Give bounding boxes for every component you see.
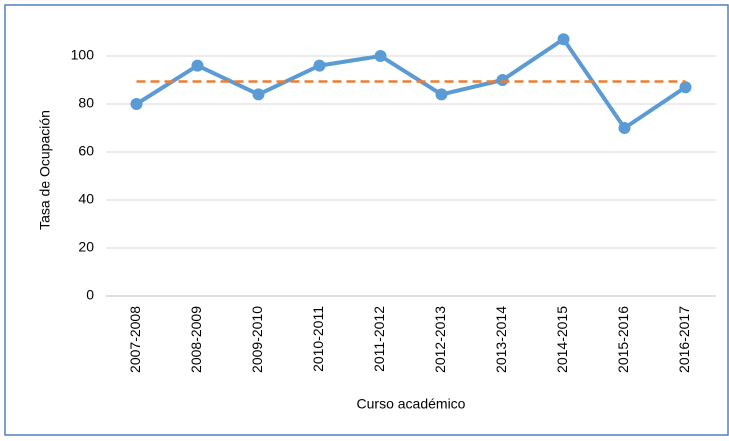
x-tick-label: 2007-2008 [127, 306, 143, 373]
y-tick-label: 40 [78, 191, 94, 207]
x-tick-label: 2009-2010 [249, 306, 265, 373]
data-point [252, 88, 265, 101]
x-tick-label: 2014-2015 [554, 306, 570, 373]
data-point [313, 59, 326, 72]
data-point [496, 74, 509, 86]
x-tick-label: 2008-2009 [188, 306, 204, 373]
x-tick-label: 2010-2011 [310, 306, 326, 372]
x-tick-label: 2012-2013 [432, 306, 448, 373]
x-tick-label: 2015-2016 [615, 306, 631, 373]
data-point [374, 50, 387, 62]
series-line [135, 37, 687, 130]
x-axis-title: Curso académico [357, 396, 466, 412]
data-point [557, 33, 570, 46]
y-tick-label: 20 [78, 239, 94, 255]
data-point [435, 88, 448, 101]
data-point [191, 59, 204, 72]
y-tick-label: 80 [78, 95, 94, 111]
y-tick-label: 0 [86, 287, 94, 303]
data-point [679, 81, 692, 94]
y-tick-label: 100 [71, 47, 95, 63]
y-axis-title: Tasa de Ocupación [37, 110, 53, 230]
x-tick-label: 2013-2014 [493, 306, 509, 373]
data-point [618, 122, 631, 134]
y-tick-label: 60 [78, 143, 94, 159]
x-tick-label: 2011-2012 [371, 306, 387, 372]
data-point [130, 98, 143, 110]
chart-frame [4, 4, 729, 436]
x-tick-label: 2016-2017 [676, 306, 692, 373]
